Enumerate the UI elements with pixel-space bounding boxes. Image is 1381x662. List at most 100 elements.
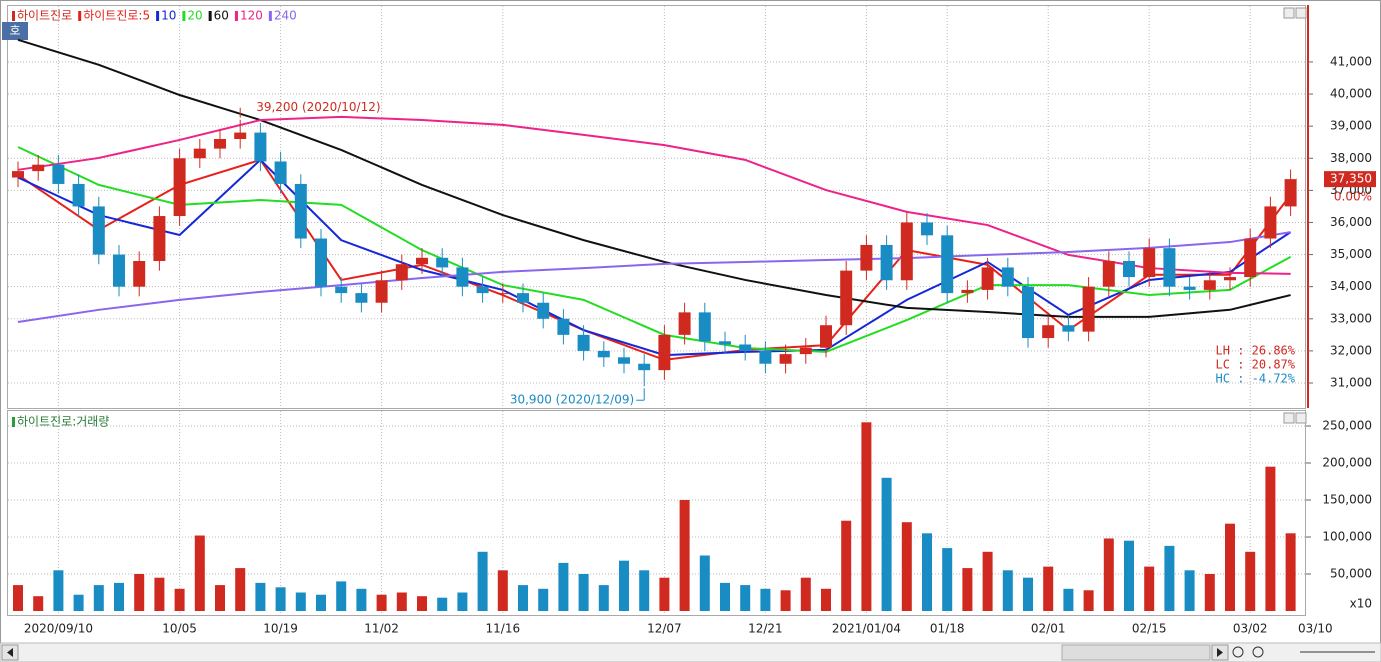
legend-label: 20 [187,9,202,23]
volume-bar [154,577,165,611]
candle-body [1203,280,1216,290]
stat-label: HC : -4.72% [1216,372,1296,386]
low-label: 30,900 (2020/12/09) [510,393,634,407]
volume-bar [134,573,145,611]
volume-bar [922,533,932,611]
volume-bar [114,582,124,611]
candle-body [92,206,105,255]
candle-body [880,244,893,281]
candle-body [1183,286,1196,290]
legend-swatch [182,11,186,21]
candle-body [416,257,428,265]
candle-body [658,334,671,371]
scroll-left-arrow [7,648,13,657]
panel-button[interactable] [1295,7,1307,19]
volume-bar [800,577,811,611]
legend-label: 10 [161,9,176,23]
legend-swatch [12,417,15,427]
volume-bar [962,568,973,611]
volume-bar [659,577,670,611]
candle-body [1123,261,1135,278]
volume-bar [699,555,710,611]
volume-bar [376,594,387,611]
volume-bar [1265,466,1276,611]
volume-bar [1103,538,1114,611]
panel-button[interactable] [1283,412,1295,424]
candle-body [1062,325,1075,332]
volume-bar [598,585,609,611]
candle-body [1001,267,1014,287]
volume-bar [356,588,367,611]
y-tick-label: 34,000 [1330,279,1372,293]
candle-body [1042,325,1055,339]
toolbar-button-label[interactable]: 호 [9,24,20,38]
volume-bar [1164,545,1175,611]
candle-body [1284,179,1297,207]
candle-body [961,289,974,294]
zoom-out[interactable] [1232,646,1244,658]
volume-bar [275,587,286,611]
candle-body [537,302,550,319]
stat-label: LH : 26.86% [1216,344,1296,358]
volume-title: 하이트진로:거래량 [17,415,109,429]
candle-body [254,132,267,162]
legend-label: 60 [214,9,229,23]
volume-bar [780,590,791,611]
volume-bar [1023,577,1033,611]
candle-body [315,238,327,287]
x-tick-label: 2020/09/10 [24,622,93,636]
y-tick-label: 200,000 [1322,455,1372,469]
volume-bar [174,588,185,611]
volume-bar [1184,570,1195,611]
zoom-in[interactable] [1252,646,1264,658]
volume-bar [841,520,852,611]
legend-swatch [12,11,15,21]
volume-bar [73,594,84,611]
scroll-thumb[interactable] [1061,644,1211,661]
candle-body [72,183,85,207]
candle-body [820,325,832,348]
volume-bar [1124,540,1134,611]
candle-body [294,183,307,239]
scroll-right-arrow [1217,648,1223,657]
volume-bar [881,477,892,611]
volume-bar [215,585,225,611]
candle-body [1022,286,1034,339]
candle-body [52,164,65,184]
volume-bar [1204,573,1215,611]
volume-bar [336,581,347,611]
candle-body [799,347,812,355]
volume-bar [982,551,993,611]
volume-bar [477,551,488,611]
y-tick-label: 36,000 [1330,215,1372,229]
scrollbar [0,642,1381,662]
candle-body [840,270,853,326]
volume-bar [861,422,872,611]
panel-button[interactable] [1295,412,1307,424]
volume-bar [558,562,569,611]
volume-bar [1083,590,1094,611]
price-panel [7,5,1306,409]
candle-body [941,235,954,294]
y-tick-label: 31,000 [1330,376,1372,390]
volume-bar [497,570,508,611]
candle-body [395,264,408,281]
volume-bar [679,499,690,611]
candle-body [638,363,651,371]
volume-bar [13,585,23,611]
x-tick-label: 2021/01/04 [832,622,901,636]
volume-bar [194,535,205,611]
volume-bar [942,548,953,611]
y-tick-label: 35,000 [1330,247,1372,261]
candle-body [153,216,166,262]
unit-label: x10 [1350,597,1372,611]
candle-body [577,334,590,351]
candle-body [456,267,469,287]
y-tick-label: 40,000 [1330,87,1372,101]
toolbar-button[interactable] [2,22,28,40]
candle-body [476,286,489,294]
candle-body [860,244,873,271]
x-tick-label: 12/07 [647,622,682,636]
panel-button[interactable] [1283,7,1295,19]
volume-bar [1245,551,1256,611]
